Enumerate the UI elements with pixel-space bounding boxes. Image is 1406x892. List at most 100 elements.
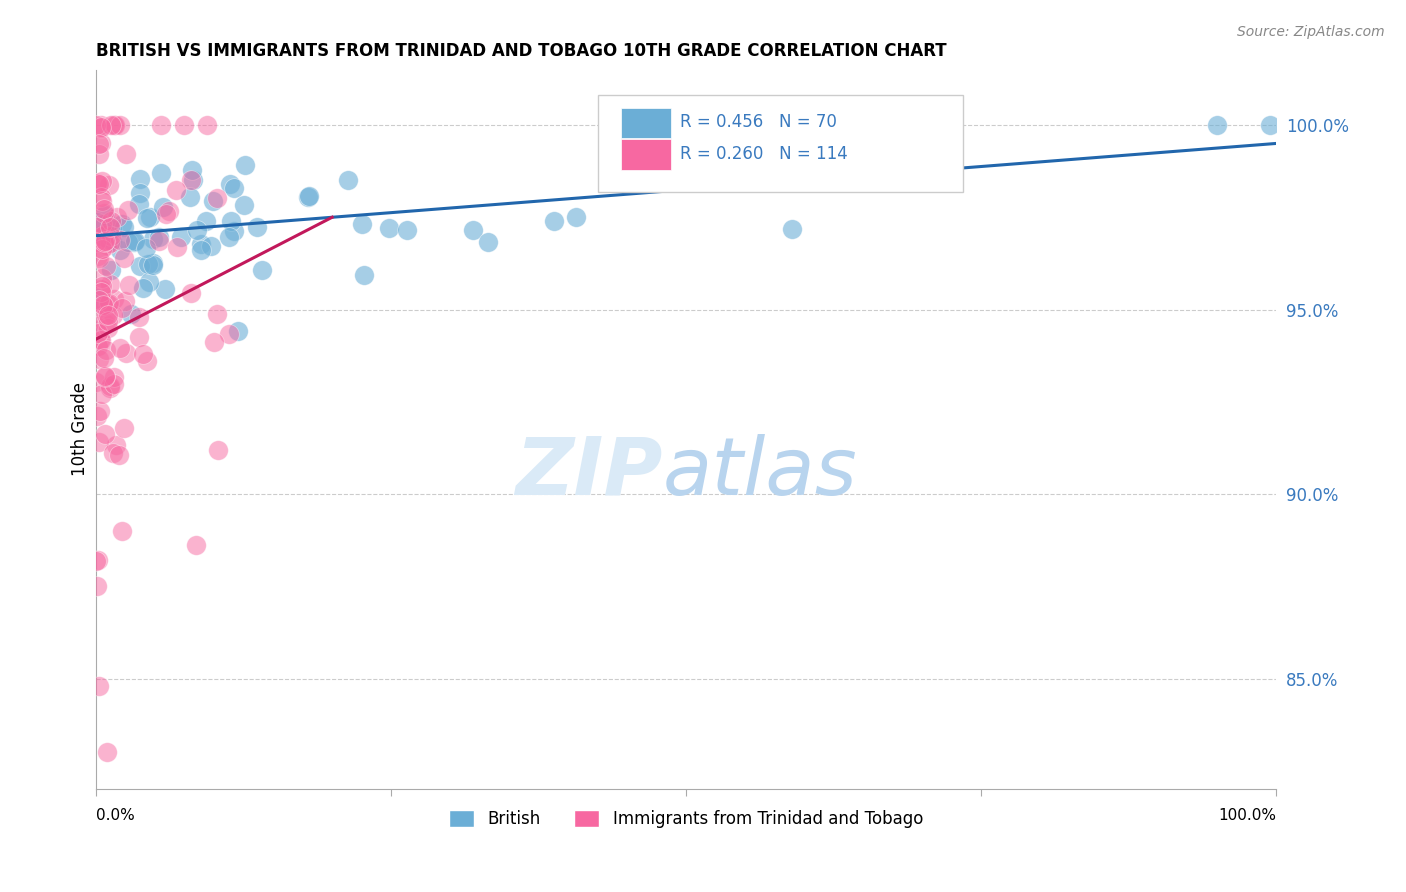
Point [112, 219, 135, 234]
Point [110, 524, 132, 538]
Point [138, 257, 160, 271]
Point [91, 270, 114, 285]
Point [93, 208, 115, 222]
Point [153, 282, 176, 296]
Point [741, 161, 763, 176]
Point [94, 427, 117, 442]
Point [205, 307, 228, 321]
FancyBboxPatch shape [621, 139, 671, 169]
Point [98, 277, 121, 291]
Point [128, 330, 150, 344]
Point [111, 301, 134, 315]
Point [463, 223, 485, 237]
Point [108, 233, 131, 247]
Point [166, 240, 188, 254]
Point [179, 190, 201, 204]
Point [136, 211, 159, 225]
Point [86, 579, 108, 593]
Point [100, 229, 122, 244]
Point [352, 217, 374, 231]
FancyBboxPatch shape [598, 95, 963, 192]
Point [100, 262, 122, 277]
Point [117, 235, 139, 249]
Point [90, 282, 112, 296]
Point [205, 192, 228, 206]
Point [129, 259, 152, 273]
Point [86, 339, 108, 353]
Point [114, 345, 136, 359]
Point [90, 333, 112, 347]
Point [142, 232, 165, 246]
Point [219, 177, 242, 191]
Point [107, 448, 129, 462]
Point [93, 228, 115, 243]
Point [112, 251, 135, 265]
Point [202, 194, 225, 209]
Text: Source: ZipAtlas.com: Source: ZipAtlas.com [1237, 25, 1385, 39]
Point [96, 309, 118, 323]
Point [396, 223, 419, 237]
Point [97, 296, 120, 310]
Point [108, 118, 131, 132]
Point [90, 194, 112, 208]
Point [87, 252, 110, 266]
Point [87, 553, 110, 567]
Point [90, 120, 112, 135]
FancyBboxPatch shape [621, 108, 671, 138]
Point [180, 173, 202, 187]
Point [297, 190, 319, 204]
Point [336, 173, 359, 187]
Point [111, 218, 134, 232]
Point [98, 220, 121, 235]
Point [94, 234, 117, 248]
Point [377, 221, 399, 235]
Point [128, 310, 150, 324]
Point [97, 314, 120, 328]
Point [122, 235, 145, 250]
Point [86, 118, 108, 132]
Point [87, 147, 110, 161]
Point [93, 299, 115, 313]
Point [84, 553, 107, 567]
Text: atlas: atlas [662, 434, 858, 512]
Point [148, 230, 170, 244]
Point [114, 147, 136, 161]
Point [132, 280, 155, 294]
Point [128, 197, 150, 211]
Point [98, 381, 121, 395]
Point [218, 229, 240, 244]
Point [218, 327, 240, 342]
Point [90, 136, 112, 150]
Text: 100.0%: 100.0% [1218, 807, 1277, 822]
Point [120, 306, 142, 320]
Point [103, 370, 125, 384]
Point [86, 235, 108, 250]
Point [190, 236, 212, 251]
Point [90, 190, 112, 204]
Point [90, 120, 112, 135]
Point [96, 238, 118, 252]
Point [96, 745, 118, 759]
Point [114, 294, 136, 309]
Point [90, 118, 112, 132]
Legend: British, Immigrants from Trinidad and Tobago: British, Immigrants from Trinidad and To… [443, 804, 929, 835]
Text: ZIP: ZIP [515, 434, 662, 512]
Point [221, 214, 243, 228]
Point [233, 158, 256, 172]
Point [86, 220, 108, 235]
Point [86, 375, 108, 389]
Point [165, 183, 187, 197]
Point [135, 353, 157, 368]
Point [170, 229, 193, 244]
Point [477, 235, 499, 250]
Point [89, 293, 111, 307]
Point [108, 243, 131, 257]
Point [233, 198, 256, 212]
Point [87, 176, 110, 190]
Point [86, 291, 108, 305]
Point [173, 118, 195, 132]
Point [181, 173, 204, 187]
Point [139, 211, 162, 225]
Point [87, 326, 110, 340]
Point [543, 213, 565, 227]
